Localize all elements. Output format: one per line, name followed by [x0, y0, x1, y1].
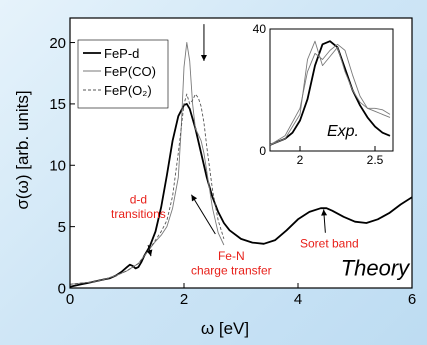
y-tick-label: 0: [58, 280, 66, 297]
x-axis-label: ω [eV]: [201, 319, 249, 338]
x-tick-label: 6: [408, 291, 416, 308]
y-tick-label: 0: [259, 144, 266, 158]
series-line-0-2: [70, 93, 225, 285]
y-tick-label: 40: [253, 22, 267, 36]
annotation-arrow: [190, 194, 216, 235]
x-tick-label: 2: [297, 153, 304, 167]
annotation-label: charge transfer: [191, 264, 272, 278]
legend-label-fep-d: FeP-d: [104, 46, 139, 61]
legend: FeP-d FeP(CO) FeP(O₂): [77, 39, 169, 109]
annotation-arrow: [200, 24, 207, 61]
inset-exp-label: Exp.: [327, 123, 359, 140]
annotation-label: transitions: [111, 207, 166, 221]
x-tick-label: 4: [294, 291, 302, 308]
y-tick-label: 15: [49, 96, 66, 113]
annotation-arrow: [146, 244, 153, 257]
x-tick-label: 0: [66, 291, 74, 308]
legend-label-fep-o2: FeP(O₂): [104, 83, 152, 98]
annotation-label: Soret band: [300, 237, 359, 251]
annotation-arrow: [321, 209, 328, 233]
x-tick-label: 2: [180, 291, 188, 308]
series-line-1-2: [270, 43, 391, 146]
theory-label: Theory: [341, 256, 411, 281]
inset-axis-ticks: 2 2.5 0 40: [253, 22, 384, 167]
x-tick-label: 2.5: [367, 153, 384, 167]
y-tick-label: 5: [58, 219, 66, 236]
annotation-label: d-d: [130, 192, 147, 206]
legend-label-fep-co: FeP(CO): [104, 64, 156, 79]
y-axis-label: σ(ω) [arb. units]: [13, 90, 32, 209]
y-tick-label: 10: [49, 158, 66, 175]
legend-box: [77, 39, 169, 109]
annotation-label: Fe-N: [218, 249, 245, 263]
main-series-group: [70, 42, 412, 288]
series-line-1-0: [270, 40, 391, 146]
y-tick-label: 20: [49, 35, 66, 52]
inset-series-group: [270, 40, 391, 146]
